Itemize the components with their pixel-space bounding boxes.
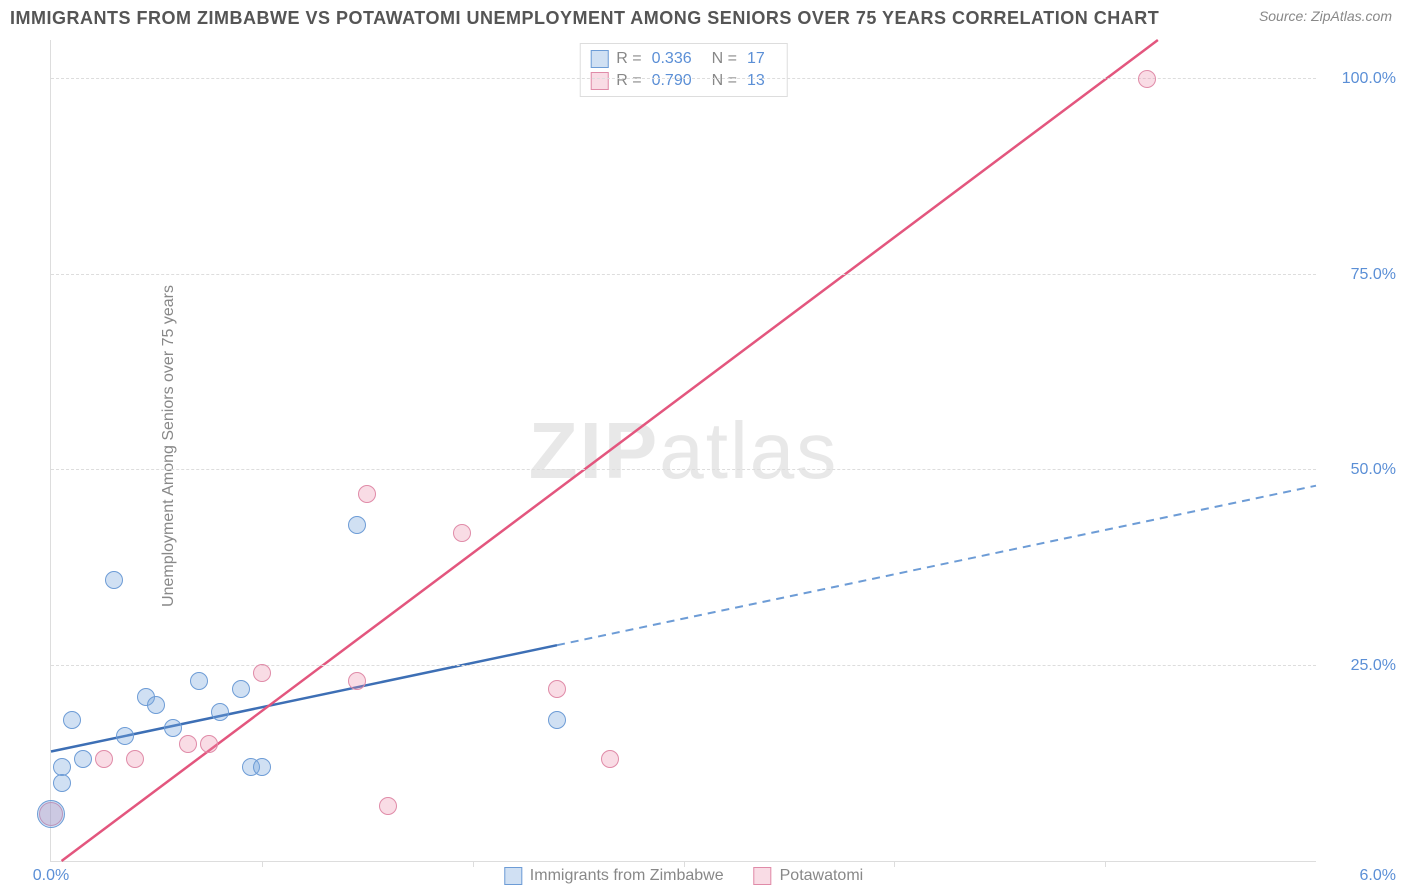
legend-series: Immigrants from Zimbabwe Potawatomi [504,867,863,885]
scatter-point-zimbabwe [74,750,92,768]
swatch-potawatomi-icon [590,72,608,90]
gridline [51,274,1316,275]
scatter-point-zimbabwe [63,711,81,729]
scatter-point-potawatomi [453,524,471,542]
scatter-point-potawatomi [348,672,366,690]
legend-label-potawatomi: Potawatomi [780,867,864,885]
scatter-point-zimbabwe [348,516,366,534]
n-value-potawatomi: 13 [747,72,765,90]
legend-label-zimbabwe: Immigrants from Zimbabwe [530,867,724,885]
x-tick [262,861,263,867]
n-label: N = [712,50,737,68]
scatter-point-zimbabwe [105,571,123,589]
y-tick-label: 25.0% [1326,657,1396,675]
x-tick-label-max: 6.0% [1360,867,1396,885]
scatter-point-zimbabwe [147,696,165,714]
y-tick-label: 75.0% [1326,266,1396,284]
scatter-point-potawatomi [253,664,271,682]
x-tick [684,861,685,867]
scatter-point-zimbabwe [190,672,208,690]
x-tick-label-min: 0.0% [33,867,69,885]
chart-plot-area: ZIPatlas R = 0.336 N = 17 R = 0.790 N = … [50,40,1316,862]
scatter-point-potawatomi [179,735,197,753]
watermark: ZIPatlas [529,405,838,497]
r-label: R = [616,72,641,90]
x-tick [894,861,895,867]
x-tick [1105,861,1106,867]
scatter-point-zimbabwe [53,774,71,792]
swatch-zimbabwe-icon [590,50,608,68]
y-tick-label: 100.0% [1326,70,1396,88]
scatter-point-zimbabwe [211,703,229,721]
scatter-point-potawatomi [358,485,376,503]
scatter-point-potawatomi [379,797,397,815]
scatter-point-zimbabwe [232,680,250,698]
gridline [51,665,1316,666]
trend-lines [51,40,1316,861]
x-tick [473,861,474,867]
chart-title: IMMIGRANTS FROM ZIMBABWE VS POTAWATOMI U… [10,8,1159,29]
r-value-zimbabwe: 0.336 [652,50,692,68]
scatter-point-potawatomi [1138,70,1156,88]
r-label: R = [616,50,641,68]
scatter-point-zimbabwe [37,800,65,828]
legend-item-potawatomi: Potawatomi [754,867,864,885]
n-label: N = [712,72,737,90]
r-value-potawatomi: 0.790 [652,72,692,90]
swatch-potawatomi-icon [754,867,772,885]
scatter-point-potawatomi [126,750,144,768]
swatch-zimbabwe-icon [504,867,522,885]
scatter-point-potawatomi [200,735,218,753]
scatter-point-potawatomi [95,750,113,768]
y-tick-label: 50.0% [1326,461,1396,479]
gridline [51,469,1316,470]
scatter-point-potawatomi [548,680,566,698]
scatter-point-zimbabwe [116,727,134,745]
n-value-zimbabwe: 17 [747,50,765,68]
scatter-point-zimbabwe [548,711,566,729]
legend-item-zimbabwe: Immigrants from Zimbabwe [504,867,724,885]
legend-stats: R = 0.336 N = 17 R = 0.790 N = 13 [579,43,788,97]
scatter-point-potawatomi [601,750,619,768]
scatter-point-zimbabwe [164,719,182,737]
legend-stats-row-zimbabwe: R = 0.336 N = 17 [590,48,777,70]
scatter-point-zimbabwe [253,758,271,776]
gridline [51,78,1316,79]
legend-stats-row-potawatomi: R = 0.790 N = 13 [590,70,777,92]
source-citation: Source: ZipAtlas.com [1259,8,1392,24]
